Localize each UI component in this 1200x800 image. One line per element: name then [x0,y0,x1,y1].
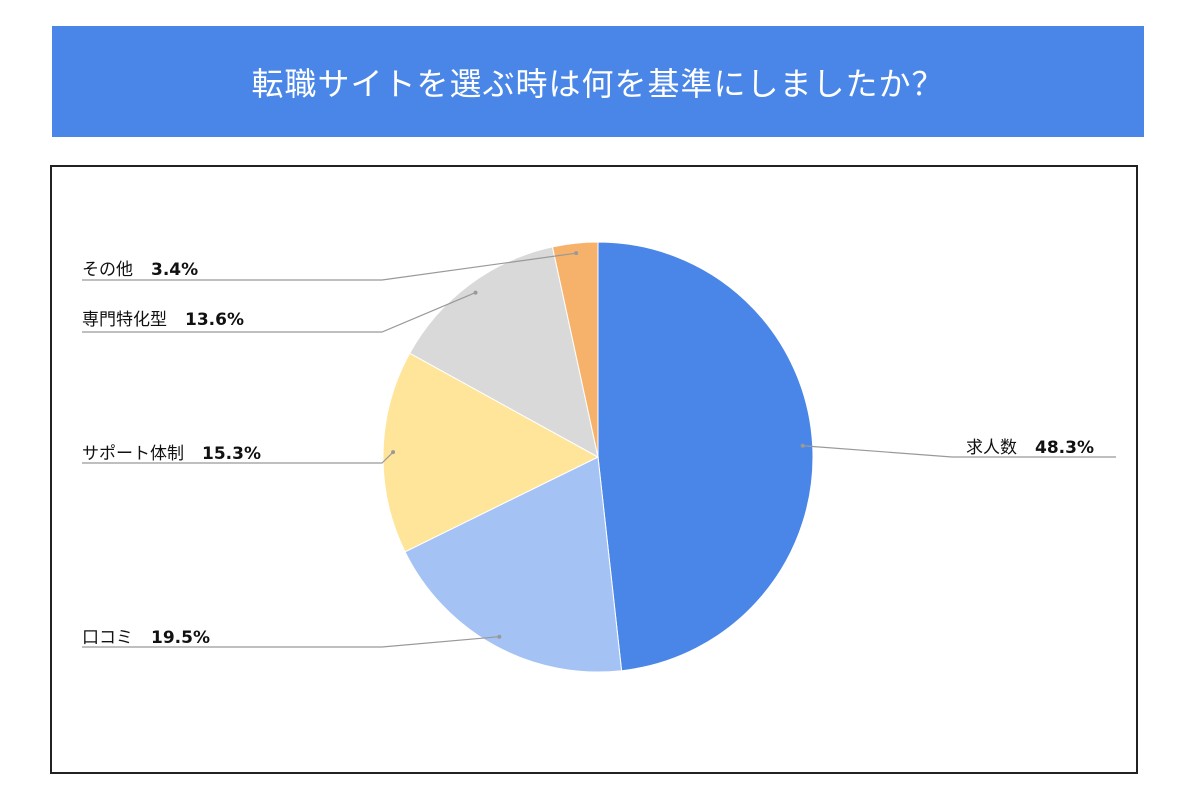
pie-chart [82,241,1116,673]
slice-label-kuchikomi: 口コミ 19.5% [82,623,210,648]
slice-name: 口コミ [82,628,133,648]
slice-percent: 3.4% [151,260,199,280]
pie-slice-senmon [409,246,599,458]
slice-percent: 48.3% [1035,438,1094,458]
slice-name: 専門特化型 [82,310,167,330]
leader-dot-senmon [473,290,478,295]
slice-label-kyujinsu: 求人数 48.3% [966,433,1094,458]
leader-line-sonota [82,252,577,281]
leader-line-kyujinsu [802,445,1116,458]
slice-percent: 15.3% [202,444,261,464]
slice-name: サポート体制 [82,444,184,464]
pie-slice-kuchikomi [404,456,623,673]
leader-dot-support [391,450,396,455]
slice-label-sonota: その他 3.4% [82,255,198,280]
leader-line-support [82,451,394,464]
pie-slices [382,241,814,673]
leader-dot-sonota [574,251,579,256]
slice-percent: 13.6% [185,310,244,330]
leader-dot-kyujinsu [800,443,805,448]
title-banner: 転職サイトを選ぶ時は何を基準にしましたか？ [52,26,1144,137]
leader-line-senmon [82,292,476,333]
slice-label-support: サポート体制 15.3% [82,439,261,464]
page-title: 転職サイトを選ぶ時は何を基準にしましたか？ [251,64,945,103]
slice-label-senmon: 専門特化型 13.6% [82,305,244,330]
slice-percent: 19.5% [151,628,210,648]
pie-slice-kyujinsu [597,241,814,672]
pie-slice-support [382,352,600,553]
leader-lines [82,251,1116,648]
leader-dot-kuchikomi [497,634,502,639]
slice-name: その他 [82,260,133,280]
slice-name: 求人数 [966,438,1017,458]
leader-line-kuchikomi [82,636,500,648]
chart-frame: 求人数 48.3% 口コミ 19.5% サポート体制 15.3% 専門特化型 13.6%… [50,165,1138,774]
pie-slice-sonota [551,241,599,458]
